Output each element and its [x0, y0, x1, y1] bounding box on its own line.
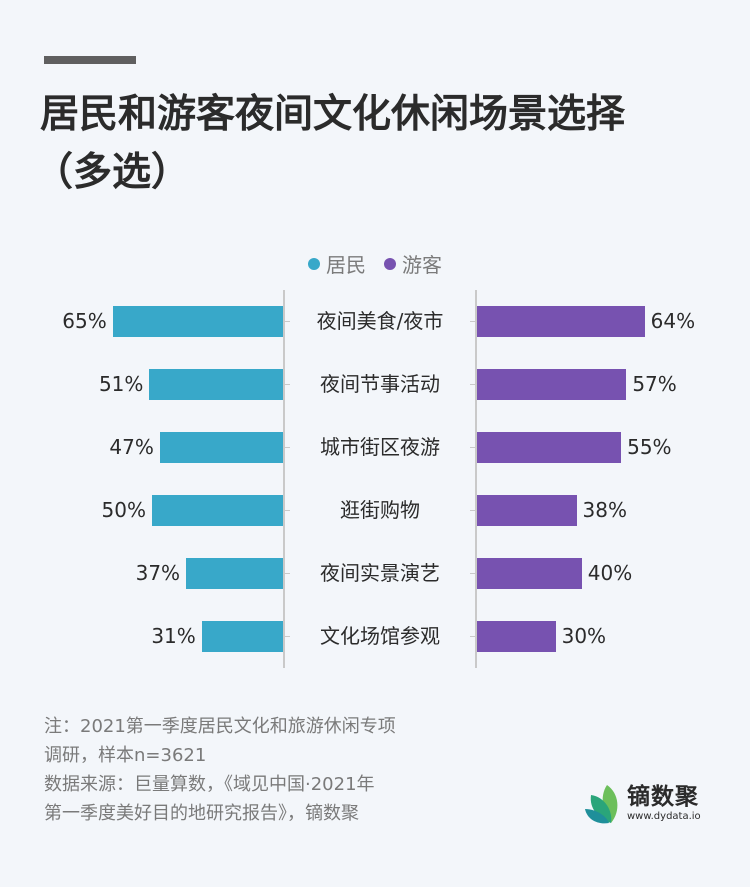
value-label-tourists: 64%: [650, 309, 696, 333]
title-line-1: 居民和游客夜间文化休闲场景选择: [40, 92, 626, 137]
right-axis-tick: [470, 321, 475, 322]
left-axis-tick: [285, 321, 290, 322]
legend-item-tourists: 游客: [384, 249, 442, 278]
logo-name: 镝数聚: [627, 784, 699, 810]
source-line: 数据来源：巨量算数，《域见中国·2021年: [44, 774, 375, 795]
value-label-residents: 37%: [135, 561, 181, 585]
value-label-tourists: 55%: [627, 435, 672, 459]
left-axis-tick: [285, 573, 290, 574]
value-label-tourists: 30%: [561, 624, 607, 648]
legend-label: 游客: [402, 253, 442, 277]
title-accent-rule: [44, 56, 136, 64]
bar-residents: [112, 306, 283, 337]
category-label: 夜间节事活动: [320, 372, 440, 396]
left-axis-tick: [285, 510, 290, 511]
bar-tourists: [477, 306, 645, 337]
page-title: 居民和游客夜间文化休闲场景选择 （多选）: [34, 86, 730, 202]
left-axis-tick: [285, 636, 290, 637]
right-axis-tick: [470, 447, 475, 448]
right-axis-tick: [470, 636, 475, 637]
bar-tourists: [477, 432, 622, 463]
bar-tourists: [477, 558, 582, 589]
chart-legend: 居民 游客: [0, 249, 750, 278]
left-axis-tick: [285, 384, 290, 385]
right-axis-tick: [470, 384, 475, 385]
value-label-residents: 31%: [151, 624, 196, 648]
logo-url: www.dydata.io: [627, 811, 701, 822]
legend-label: 居民: [326, 253, 366, 277]
bar-tourists: [477, 495, 577, 526]
left-axis-tick: [285, 447, 290, 448]
value-label-tourists: 40%: [587, 561, 633, 585]
left-axis-line: [283, 290, 285, 668]
bar-residents: [159, 432, 283, 463]
bar-residents: [152, 495, 283, 526]
category-label: 文化场馆参观: [320, 624, 440, 648]
leaf-logo-icon: [585, 785, 618, 824]
category-label: 城市街区夜游: [320, 435, 440, 459]
note-line: 注：2021第一季度居民文化和旅游休闲专项: [44, 716, 396, 737]
value-label-residents: 47%: [109, 435, 154, 459]
value-label-residents: 50%: [101, 498, 146, 522]
bar-residents: [186, 558, 283, 589]
category-label: 逛街购物: [340, 498, 420, 522]
value-label-tourists: 57%: [632, 372, 677, 396]
legend-dot-icon: [384, 257, 396, 270]
category-label: 夜间实景演艺: [320, 561, 440, 585]
bar-residents: [201, 621, 283, 652]
right-axis-line: [475, 290, 477, 668]
right-axis-tick: [470, 573, 475, 574]
bar-tourists: [477, 621, 556, 652]
title-line-2: （多选）: [34, 150, 191, 195]
bar-tourists: [477, 369, 627, 400]
value-label-tourists: 38%: [582, 498, 627, 522]
source-line: 第一季度美好目的地研究报告》，镝数聚: [44, 803, 359, 824]
bar-residents: [149, 369, 283, 400]
note-line: 调研，样本n=3621: [44, 745, 207, 766]
legend-item-residents: 居民: [308, 249, 366, 278]
value-label-residents: 51%: [98, 372, 144, 396]
category-label: 夜间美食/夜市: [316, 309, 444, 333]
value-label-residents: 65%: [62, 309, 107, 333]
legend-dot-icon: [308, 257, 320, 270]
brand-logo: 镝数聚 www.dydata.io: [583, 783, 701, 825]
footnotes: 注：2021第一季度居民文化和旅游休闲专项 调研，样本n=3621 数据来源：巨…: [44, 712, 484, 828]
right-axis-tick: [470, 510, 475, 511]
